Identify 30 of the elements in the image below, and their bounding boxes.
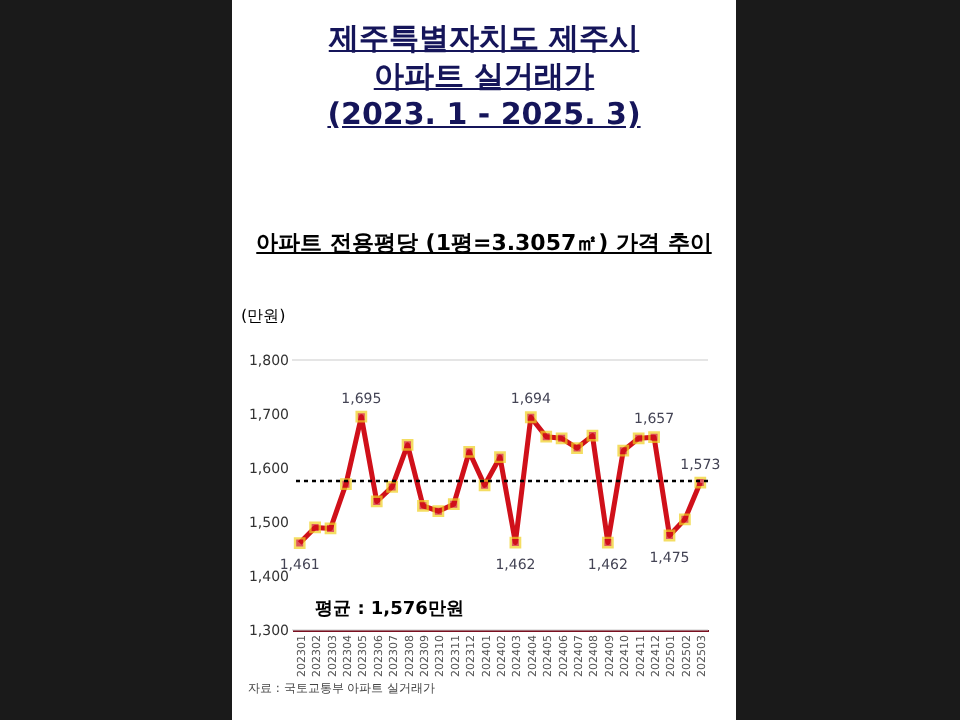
point — [463, 445, 476, 458]
point — [524, 411, 537, 424]
point — [401, 438, 414, 451]
point — [355, 410, 368, 423]
y-axis-title: (만원) — [241, 307, 286, 325]
point — [432, 505, 445, 518]
point — [679, 513, 691, 526]
point — [586, 429, 599, 442]
point — [324, 522, 337, 535]
point — [663, 529, 676, 542]
chart-subtitle: 아파트 전용평당 (1평=3.3057㎡) 가격 추이 — [254, 228, 714, 258]
point — [555, 432, 568, 445]
point — [571, 442, 583, 454]
point — [494, 451, 506, 464]
point — [447, 498, 460, 511]
point — [509, 536, 522, 549]
point — [370, 495, 383, 508]
point — [601, 536, 614, 549]
chart-title: 제주특별자치도 제주시 아파트 실거래가 (2023. 1 - 2025. 3) — [325, 20, 643, 134]
point — [417, 499, 429, 512]
point — [386, 481, 399, 493]
point — [617, 444, 630, 457]
point — [540, 430, 553, 443]
point — [648, 431, 660, 444]
point — [478, 479, 491, 492]
point — [632, 432, 645, 445]
ref-line-label: 평균 : 1,576만원 — [315, 600, 464, 621]
point — [309, 521, 321, 534]
point — [293, 537, 306, 549]
point — [340, 478, 352, 491]
